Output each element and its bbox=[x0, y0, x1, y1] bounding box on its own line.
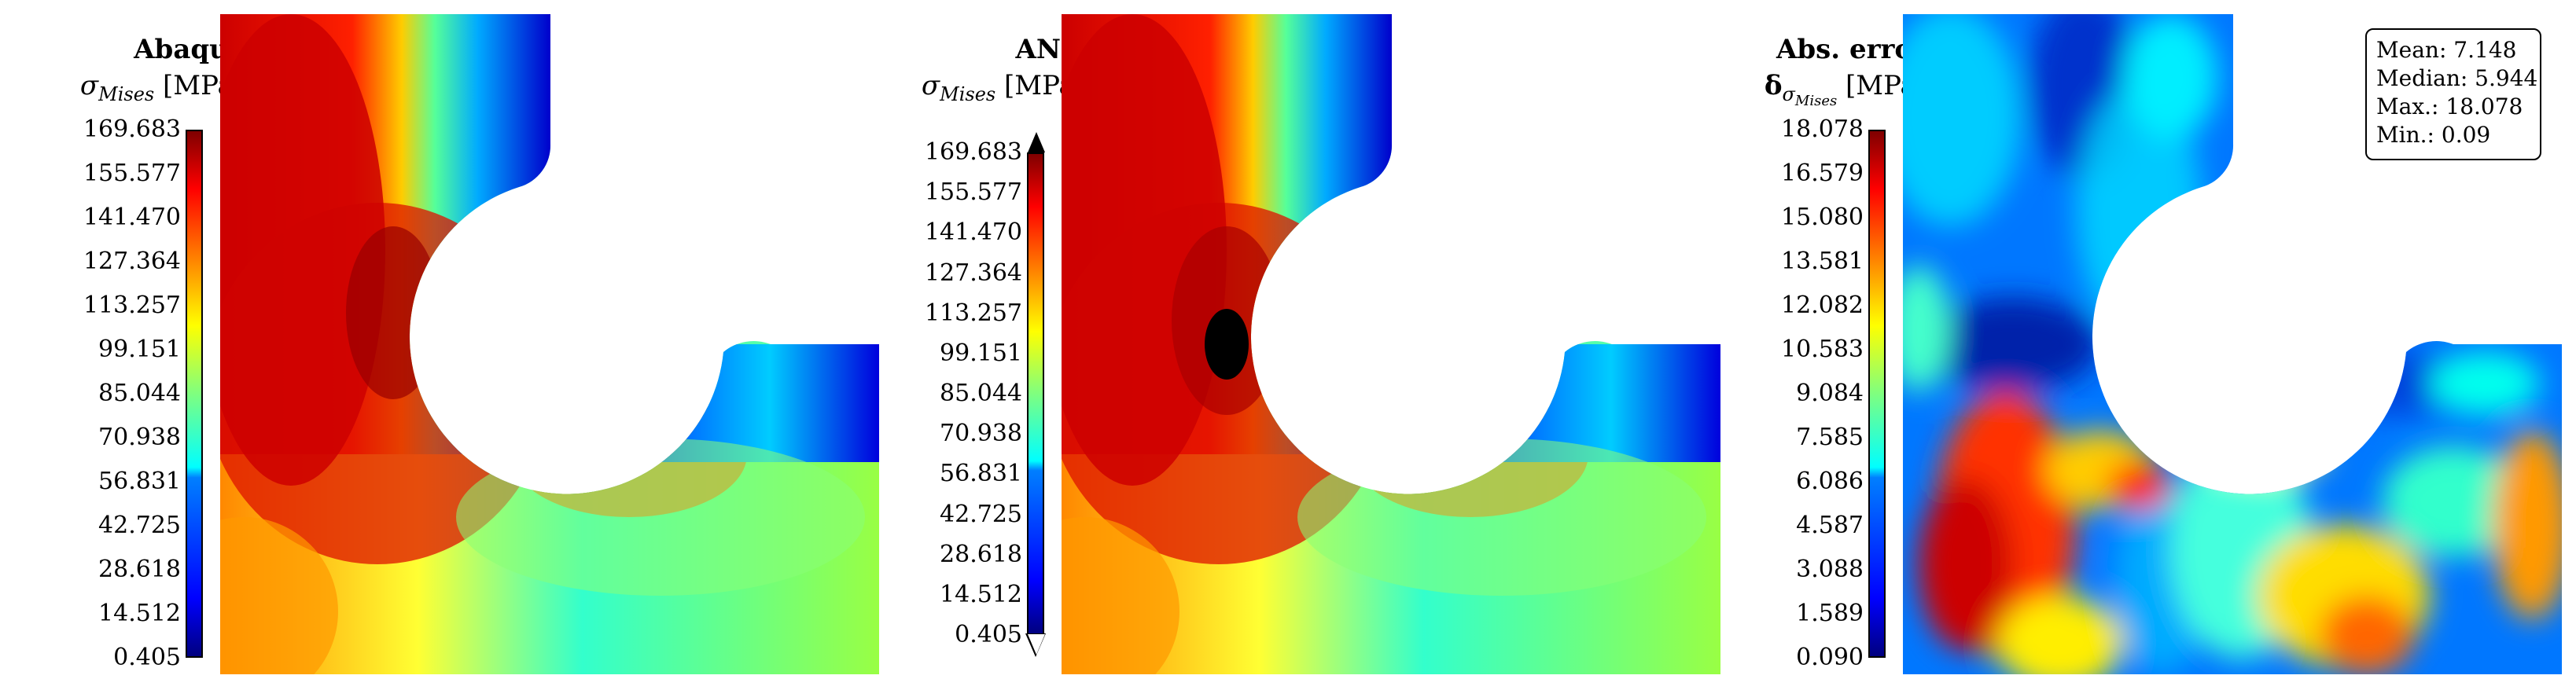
tick-label: 155.577 bbox=[83, 159, 181, 187]
stat-min: Min.: 0.09 bbox=[2376, 122, 2491, 148]
overshoot-region bbox=[1205, 309, 1249, 380]
tick-label: 14.512 bbox=[98, 600, 181, 627]
tick-label: 155.577 bbox=[924, 178, 1022, 207]
tick-label: 1.589 bbox=[1796, 600, 1864, 627]
tick-label: 10.583 bbox=[1781, 336, 1864, 363]
tick-label: 70.938 bbox=[940, 420, 1022, 448]
colorbar-ticks: 18.078 16.579 15.080 13.581 12.082 10.58… bbox=[1706, 118, 1864, 670]
tick-label: 169.683 bbox=[83, 116, 181, 143]
stat-max: Max.: 18.078 bbox=[2376, 94, 2523, 119]
tick-label: 7.585 bbox=[1796, 423, 1864, 451]
tick-label: 127.364 bbox=[83, 248, 181, 275]
colorbar bbox=[1027, 152, 1044, 635]
colorbar bbox=[186, 130, 203, 658]
tick-label: 127.364 bbox=[924, 259, 1022, 287]
tick-label: 42.725 bbox=[940, 500, 1022, 528]
panel-header: Abs. error δσMises [MPa] bbox=[1683, 31, 1926, 119]
panel-header: ANN σMises [MPa] bbox=[841, 31, 1085, 112]
tick-label: 3.088 bbox=[1796, 555, 1864, 583]
tick-label: 99.151 bbox=[98, 336, 181, 363]
tick-label: 56.831 bbox=[98, 468, 181, 495]
quantity-label: σMises [MPa] bbox=[79, 70, 244, 105]
tick-label: 141.470 bbox=[924, 218, 1022, 247]
tick-label: 13.581 bbox=[1781, 248, 1864, 275]
tick-label: 141.470 bbox=[83, 204, 181, 231]
contour-plot-abaqus bbox=[220, 14, 879, 674]
panel-ann: ANN σMises [MPa] 169.683 155.577 141.470… bbox=[841, 0, 1720, 690]
stress-field-abaqus bbox=[220, 14, 879, 674]
panel-title: Abs. error bbox=[1776, 34, 1926, 65]
tick-label: 42.725 bbox=[98, 512, 181, 539]
error-statistics-box: Mean: 7.148 Median: 5.944 Max.: 18.078 M… bbox=[2365, 28, 2541, 160]
colorbar-extend-min bbox=[1028, 634, 1045, 655]
tick-label: 28.618 bbox=[940, 540, 1022, 568]
tick-label: 85.044 bbox=[98, 380, 181, 407]
colorbar-ticks: 169.683 155.577 141.470 127.364 113.257 … bbox=[865, 141, 1022, 647]
quantity-label: σMises [MPa] bbox=[921, 70, 1085, 105]
tick-label: 9.084 bbox=[1796, 380, 1864, 407]
tick-label: 4.587 bbox=[1796, 512, 1864, 539]
stat-mean: Mean: 7.148 bbox=[2376, 37, 2517, 63]
tick-label: 113.257 bbox=[83, 291, 181, 319]
tick-label: 12.082 bbox=[1781, 291, 1864, 319]
tick-label: 28.618 bbox=[98, 555, 181, 583]
panel-abs-error: Abs. error δσMises [MPa] 18.078 16.579 1… bbox=[1683, 0, 2576, 690]
colorbar-extend-max bbox=[1028, 132, 1045, 152]
stat-median: Median: 5.944 bbox=[2376, 65, 2538, 91]
panel-abaqus: Abaqus σMises [MPa] 169.683 155.577 141.… bbox=[0, 0, 879, 690]
tick-label: 56.831 bbox=[940, 460, 1022, 488]
tick-label: 16.579 bbox=[1781, 159, 1864, 187]
quantity-label: δσMises [MPa] bbox=[1764, 70, 1926, 109]
tick-label: 85.044 bbox=[940, 380, 1022, 407]
tick-label: 18.078 bbox=[1781, 116, 1864, 143]
tick-label: 14.512 bbox=[940, 580, 1022, 608]
panel-title: ANN bbox=[1015, 34, 1085, 65]
tick-label: 70.938 bbox=[98, 423, 181, 451]
stress-field-ann bbox=[1062, 14, 1720, 674]
colorbar bbox=[1868, 130, 1886, 658]
contour-plot-ann bbox=[1062, 14, 1720, 674]
panel-title: Abaqus bbox=[134, 34, 244, 65]
tick-label: 6.086 bbox=[1796, 468, 1864, 495]
tick-label: 0.405 bbox=[113, 644, 181, 671]
colorbar-ticks: 169.683 155.577 141.470 127.364 113.257 … bbox=[24, 118, 181, 670]
tick-label: 113.257 bbox=[924, 299, 1022, 327]
tick-label: 0.090 bbox=[1796, 644, 1864, 671]
tick-label: 169.683 bbox=[924, 138, 1022, 166]
panel-header: Abaqus σMises [MPa] bbox=[0, 31, 244, 112]
tick-label: 15.080 bbox=[1781, 204, 1864, 231]
tick-label: 99.151 bbox=[940, 339, 1022, 367]
tick-label: 0.405 bbox=[955, 621, 1022, 648]
